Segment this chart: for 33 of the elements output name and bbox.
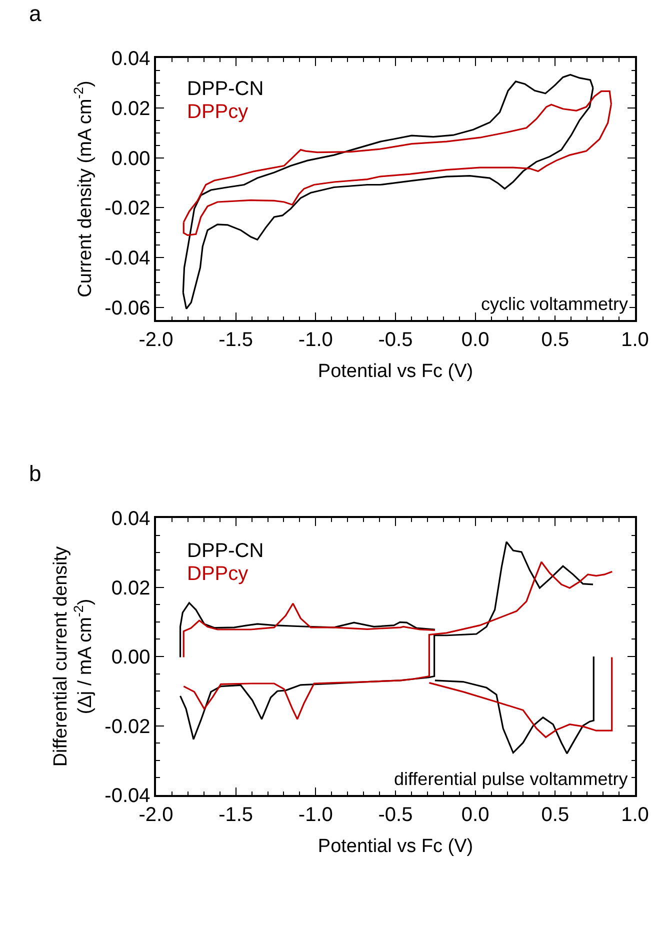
y-tick-label: -0.06 bbox=[104, 298, 150, 320]
x-tick-label: 0.5 bbox=[541, 328, 570, 351]
x-tick-label: 0.5 bbox=[541, 804, 570, 826]
x-axis-title: Potential vs Fc (V) bbox=[318, 361, 474, 382]
y-tick-label: -0.02 bbox=[104, 716, 150, 738]
legend-label: DPP-CN bbox=[187, 540, 264, 562]
x-tick-label: 1.0 bbox=[621, 804, 649, 826]
y-tick-label: 0.04 bbox=[111, 508, 150, 530]
annotation: differential pulse voltammetry bbox=[394, 769, 628, 789]
x-tick-label: 0.0 bbox=[461, 328, 490, 351]
y-tick-label: 0.02 bbox=[111, 577, 150, 600]
chart-title: b bbox=[29, 461, 42, 486]
y-tick-label: 0.04 bbox=[111, 48, 150, 70]
x-tick-label: -1.5 bbox=[218, 328, 254, 351]
y-tick-label: 0.00 bbox=[111, 646, 150, 668]
y-tick-label: 0.02 bbox=[111, 98, 150, 120]
y-tick-label: 0.00 bbox=[111, 148, 150, 170]
x-tick-label: -0.5 bbox=[378, 328, 413, 351]
x-tick-label: -1.0 bbox=[298, 804, 333, 826]
x-tick-label: -2.0 bbox=[138, 328, 174, 351]
x-axis-title: Potential vs Fc (V) bbox=[318, 836, 474, 858]
x-tick-label: -1.0 bbox=[298, 328, 333, 351]
x-tick-label: -1.5 bbox=[218, 804, 254, 826]
x-tick-label: -0.5 bbox=[378, 804, 413, 826]
x-tick-label: 1.0 bbox=[621, 328, 649, 351]
y-tick-label: -0.02 bbox=[104, 198, 150, 220]
x-tick-label: 0.0 bbox=[461, 804, 490, 826]
chart-title: a bbox=[29, 1, 42, 26]
text: DPPcy bbox=[187, 101, 248, 123]
series-label: DPPcy bbox=[187, 563, 248, 585]
annotation: cyclic voltammetry bbox=[481, 294, 628, 314]
y-tick-label: -0.04 bbox=[104, 248, 150, 270]
legend-label: DPP-CN bbox=[187, 78, 264, 100]
